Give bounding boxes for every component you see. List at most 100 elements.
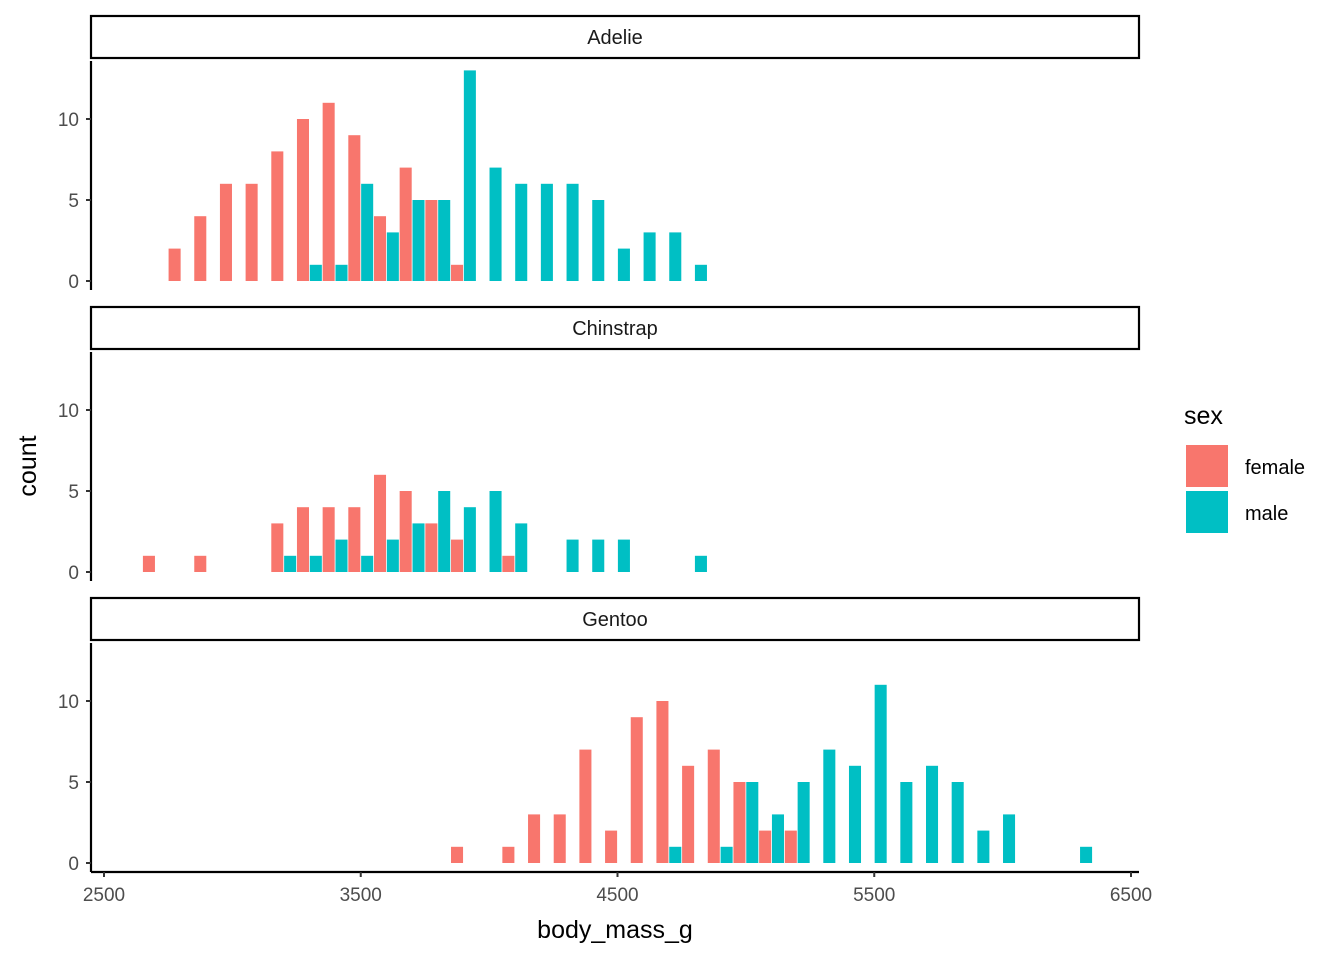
bar-female xyxy=(219,183,232,281)
y-tick-label: 5 xyxy=(68,482,79,503)
x-tick-label: 6500 xyxy=(1110,885,1152,906)
y-tick-label: 5 xyxy=(68,191,79,212)
y-tick-label: 5 xyxy=(68,773,79,794)
bar-male xyxy=(284,555,297,572)
bar-female xyxy=(194,216,207,281)
bar-male xyxy=(515,523,528,572)
facet-strip xyxy=(89,305,1141,351)
bar-female xyxy=(399,491,412,572)
bar-female xyxy=(194,555,207,572)
bar-male xyxy=(1003,814,1016,863)
bar-male xyxy=(515,183,528,281)
bar-male xyxy=(694,264,707,281)
bar-female xyxy=(733,782,746,863)
bar-female xyxy=(784,830,797,863)
bar-male xyxy=(489,491,502,572)
bar-female xyxy=(399,167,412,281)
panel-chinstrap: Chinstrap 0 5 10 xyxy=(58,305,1141,584)
bar-male xyxy=(438,200,451,281)
bar-male xyxy=(309,555,322,572)
bar-female xyxy=(296,507,309,572)
panel-adelie: Adelie 0 5 10 xyxy=(58,14,1141,293)
bar-female xyxy=(630,717,643,863)
bar-male xyxy=(540,183,553,281)
bar-female xyxy=(245,183,258,281)
legend-title: sex xyxy=(1184,402,1223,430)
x-axis-title: body_mass_g xyxy=(537,916,693,944)
bar-female xyxy=(656,701,669,863)
bar-male xyxy=(977,830,990,863)
bar-male xyxy=(797,782,810,863)
bar-male xyxy=(771,814,784,863)
bar-male xyxy=(951,782,964,863)
bar-female xyxy=(168,248,181,281)
bar-female xyxy=(322,102,335,281)
facet-strip-label: Chinstrap xyxy=(572,318,658,340)
bar-female xyxy=(605,830,618,863)
x-tick-label: 2500 xyxy=(83,885,125,906)
bar-female xyxy=(759,830,772,863)
bar-male xyxy=(463,70,476,282)
bar-male xyxy=(335,539,348,572)
bar-male xyxy=(592,200,605,281)
facet-strip-label: Adelie xyxy=(587,27,643,49)
facet-strip-label: Gentoo xyxy=(582,609,648,631)
bar-male xyxy=(617,539,630,572)
bar-female xyxy=(451,846,464,863)
bar-male xyxy=(386,232,399,281)
bar-male xyxy=(1080,846,1093,863)
y-tick-label: 10 xyxy=(58,401,79,422)
bar-female xyxy=(451,264,464,281)
legend-key-female xyxy=(1186,445,1228,487)
bar-female xyxy=(373,474,387,572)
bar-male xyxy=(566,183,579,281)
bar-male xyxy=(412,200,425,281)
bar-male xyxy=(669,232,682,281)
bar-female xyxy=(348,507,361,572)
x-tick-label: 5500 xyxy=(853,885,895,906)
bar-male xyxy=(463,507,476,572)
legend-label-male: male xyxy=(1245,503,1288,525)
bar-female xyxy=(271,151,284,281)
y-tick-label: 0 xyxy=(68,854,79,875)
bar-female xyxy=(373,216,387,281)
panels: Adelie 0 5 10 Chinstrap 0 5 10 Gentoo 0 5 10 xyxy=(58,14,1141,875)
bar-male xyxy=(361,183,374,281)
bar-male xyxy=(900,782,913,863)
bar-male xyxy=(926,765,939,863)
bar-male xyxy=(669,846,682,863)
y-tick-label: 10 xyxy=(58,692,79,713)
y-tick-label: 0 xyxy=(68,563,79,584)
bar-male xyxy=(566,539,579,572)
bar-male xyxy=(694,555,707,572)
bar-female xyxy=(142,555,155,572)
facet-strip xyxy=(89,14,1141,60)
bar-male xyxy=(746,782,759,863)
bar-female xyxy=(271,523,284,572)
bar-male xyxy=(361,555,374,572)
bar-female xyxy=(322,507,335,572)
bar-male xyxy=(335,264,348,281)
bar-female xyxy=(502,555,515,572)
bar-male xyxy=(643,232,656,281)
legend-key-male xyxy=(1186,491,1228,533)
bar-male xyxy=(720,846,733,863)
x-tick-label: 4500 xyxy=(596,885,638,906)
facet-strip xyxy=(89,596,1141,642)
bar-female xyxy=(348,135,361,281)
bar-male xyxy=(874,684,887,863)
panel-gentoo: Gentoo 0 5 10 xyxy=(58,596,1141,875)
x-tick-label: 3500 xyxy=(340,885,382,906)
bar-male xyxy=(592,539,605,572)
bar-female xyxy=(425,523,438,572)
bar-male xyxy=(412,523,425,572)
bar-male xyxy=(309,264,322,281)
bar-male xyxy=(438,491,451,572)
bar-female xyxy=(553,814,566,863)
bar-male xyxy=(823,749,836,863)
bar-male xyxy=(848,765,862,863)
y-axis-title: count xyxy=(14,435,42,496)
bar-male xyxy=(386,539,399,572)
bar-female xyxy=(502,846,515,863)
